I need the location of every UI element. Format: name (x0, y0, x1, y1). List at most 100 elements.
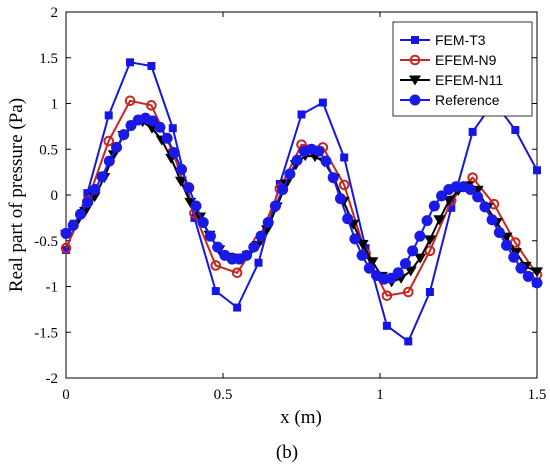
data-point (424, 245, 436, 257)
data-point (154, 121, 166, 133)
data-point (399, 258, 411, 270)
data-point (479, 201, 491, 213)
data-point (89, 184, 101, 196)
data-point (436, 190, 448, 202)
data-point (254, 258, 263, 267)
data-point (533, 166, 541, 175)
data-point (407, 245, 419, 257)
data-point (402, 286, 414, 298)
data-point (464, 184, 476, 196)
data-point (468, 127, 477, 136)
data-point (349, 233, 361, 245)
data-point (421, 215, 433, 227)
data-point (197, 216, 209, 228)
data-point (161, 132, 173, 144)
data-point (342, 213, 354, 225)
y-axis: -2 -1.5 -1 -0.5 0 0.5 1 1.5 2 (34, 5, 537, 387)
data-point (425, 287, 434, 296)
data-point (103, 135, 115, 147)
data-point (118, 129, 130, 141)
panel-label: (b) (276, 442, 298, 463)
data-point (515, 262, 527, 274)
data-point (231, 267, 243, 279)
y-tick-label: 2 (51, 5, 59, 21)
data-point (248, 241, 260, 253)
data-point (233, 303, 242, 312)
data-point (334, 193, 346, 205)
x-tick-label: 1.5 (528, 387, 547, 403)
data-point (508, 251, 520, 263)
y-tick-label: 1 (51, 97, 59, 113)
data-point (363, 262, 375, 274)
legend-swatch-marker (411, 36, 419, 44)
data-point (262, 216, 274, 228)
x-tick-label: 0.5 (214, 387, 233, 403)
data-point (67, 219, 79, 231)
data-point (204, 230, 216, 242)
data-point (382, 321, 391, 330)
y-tick-label: -2 (46, 371, 59, 387)
legend-swatch-marker (409, 54, 421, 66)
data-point (168, 124, 177, 133)
data-point (381, 290, 393, 301)
data-point (212, 241, 224, 253)
data-point (210, 260, 222, 271)
legend-entry: FEM-T3 (400, 32, 486, 48)
data-point (392, 267, 404, 279)
data-point (241, 249, 253, 261)
data-point (501, 239, 513, 251)
y-tick-label: -1.5 (34, 325, 58, 341)
data-point (486, 214, 498, 226)
data-point (111, 141, 123, 153)
data-point (176, 163, 188, 175)
y-tick-label: 0.5 (39, 142, 58, 158)
data-point (493, 227, 505, 239)
data-point (291, 154, 303, 166)
data-point (60, 242, 72, 254)
data-point (83, 189, 92, 198)
data-point (74, 208, 86, 220)
data-point (284, 168, 296, 180)
data-point (366, 257, 379, 268)
legend-label: Reference (435, 92, 500, 108)
legend-entry: EFEM-N9 (400, 52, 497, 68)
data-point (255, 230, 267, 242)
data-point (423, 235, 436, 246)
x-axis-title: x (m) (280, 407, 322, 428)
data-point (414, 253, 427, 264)
legend-swatch-marker (409, 94, 421, 106)
data-point (428, 200, 440, 212)
data-point (404, 266, 417, 277)
data-point (414, 230, 426, 242)
legend-entry: EFEM-N11 (400, 72, 503, 88)
legend-swatch-marker (409, 75, 421, 86)
legend-label: FEM-T3 (435, 32, 486, 48)
data-point (472, 191, 484, 203)
x-tick-label: 0 (62, 387, 70, 403)
data-point (338, 179, 350, 191)
data-point (313, 145, 325, 157)
data-point (447, 203, 456, 212)
data-point (340, 153, 349, 162)
y-tick-label: -0.5 (34, 234, 58, 250)
data-point (522, 270, 534, 282)
data-point (269, 200, 281, 212)
legend-label: EFEM-N9 (435, 52, 497, 68)
y-tick-label: 1.5 (39, 51, 58, 67)
data-point (404, 337, 413, 346)
data-point (147, 61, 156, 70)
data-point (318, 98, 327, 107)
series-reference (60, 112, 543, 289)
x-tick-label: 1 (376, 387, 384, 403)
data-point (531, 267, 543, 278)
data-point (511, 126, 520, 135)
y-axis-title: Real part of pressure (Pa) (6, 98, 27, 292)
legend: FEM-T3 EFEM-N9 EFEM-N11 Reference (392, 21, 533, 117)
data-point (82, 196, 94, 208)
y-tick-label: 0 (51, 188, 59, 204)
data-point (356, 239, 369, 250)
data-point (168, 147, 180, 159)
data-point (146, 100, 157, 111)
data-point (320, 155, 332, 167)
